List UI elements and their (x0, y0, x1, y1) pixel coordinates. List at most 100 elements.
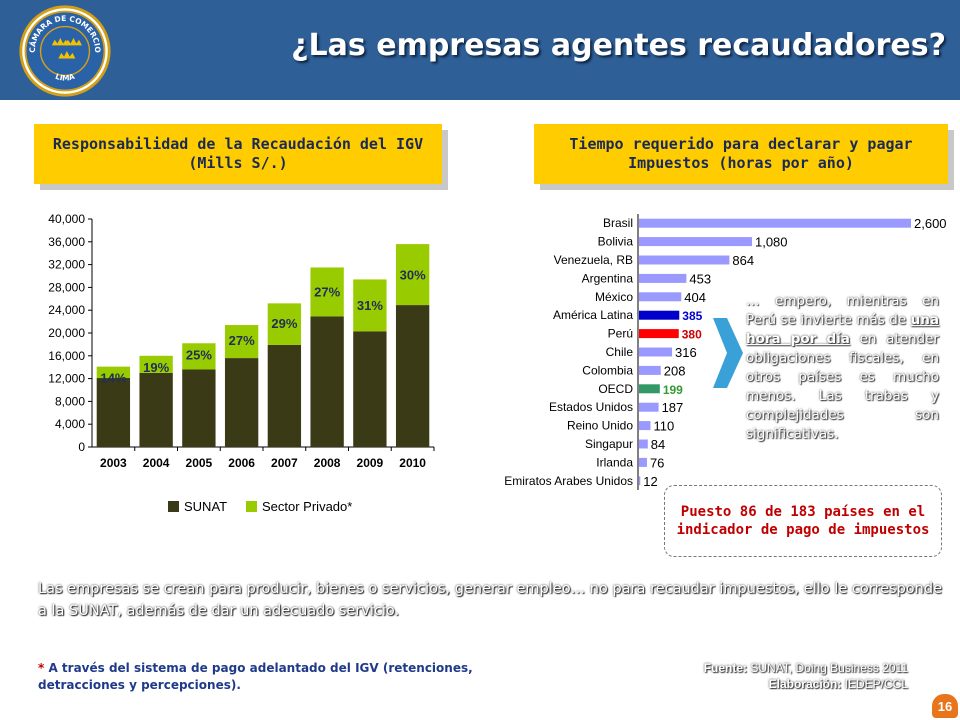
tax-hours-bar-chart: Brasil 2,600 Bolivia 1,080 Venezuela, RB 864 A… (504, 214, 947, 490)
bar-sunat-2004 (139, 372, 173, 447)
x-tick-label-2008: 2008 (314, 456, 341, 470)
bar-privado-2003 (96, 366, 131, 379)
category-label: Singapur (585, 437, 633, 451)
header-bar: CÁMARA DE COMERCIO LIMA ¿Las empresas ag… (0, 0, 960, 100)
value-label: 453 (689, 271, 711, 286)
value-label: 76 (650, 455, 664, 470)
y-tick-label: 36,000 (48, 235, 85, 249)
legend-swatch-privado (246, 501, 257, 512)
bar-6 (639, 329, 679, 339)
chamber-logo: CÁMARA DE COMERCIO LIMA (19, 5, 111, 97)
bar-3 (639, 273, 687, 283)
y-tick-label: 16,000 (48, 349, 85, 363)
bar-sunat-2009 (353, 331, 387, 447)
bar-2 (639, 255, 730, 265)
data-label-2010: 30% (400, 268, 426, 283)
legend-label-privado: Sector Privado* (262, 499, 352, 514)
bar-7 (639, 347, 673, 357)
bar-0 (639, 218, 911, 228)
footnote: * A través del sistema de pago adelantad… (38, 660, 508, 694)
data-label-2003: 14% (100, 371, 126, 386)
value-label: 385 (682, 309, 702, 323)
category-label: Estados Unidos (549, 400, 633, 414)
conclusion-text: Las empresas se crean para producir, bie… (38, 581, 942, 619)
value-label: 199 (663, 383, 683, 397)
data-label-2006: 27% (229, 333, 255, 348)
y-tick-label: 40,000 (48, 212, 85, 226)
elaboration-label: Elaboración: (768, 677, 842, 691)
bar-11 (639, 421, 651, 431)
right-section-title: Tiempo requerido para declarar y pagar I… (534, 124, 948, 184)
bar-privado-2008 (310, 267, 344, 317)
left-section-title: Responsabilidad de la Recaudación del IG… (34, 124, 442, 184)
x-tick-label-2006: 2006 (228, 456, 255, 470)
value-label: 110 (654, 419, 675, 434)
bar-1 (639, 237, 752, 247)
category-label: Chile (606, 345, 634, 359)
footnote-star: * (38, 661, 49, 675)
value-label: 380 (682, 328, 702, 342)
bar-12 (639, 439, 648, 449)
bar-13 (639, 457, 647, 467)
value-label: 208 (664, 363, 686, 378)
value-label: 1,080 (755, 235, 788, 250)
value-label: 404 (684, 290, 706, 305)
category-label: Irlanda (596, 455, 633, 469)
note-text-start: … empero, mientras en Perú se invierte m… (746, 293, 939, 328)
page-number-badge: 16 (932, 694, 958, 718)
y-tick-label: 28,000 (48, 280, 85, 294)
bar-5 (639, 310, 680, 320)
value-label: 187 (662, 400, 684, 415)
bar-privado-2007 (267, 303, 302, 345)
value-label: 316 (675, 345, 697, 360)
data-label-2004: 19% (143, 360, 169, 375)
insight-note: … empero, mientras en Perú se invierte m… (746, 292, 939, 444)
bar-privado-2005 (182, 343, 216, 370)
data-label-2009: 31% (357, 298, 383, 313)
bar-sunat-2007 (267, 344, 302, 447)
category-label: América Latina (553, 308, 633, 322)
value-label: 12 (643, 474, 657, 489)
bar-sunat-2005 (182, 369, 216, 447)
y-tick-label: 0 (78, 440, 85, 454)
igv-collection-bar-chart: 0 4,000 8,000 12,000 16,000 20,000 24,000 28,00… (48, 212, 435, 514)
footnote-text: A través del sistema de pago adelantado … (38, 661, 473, 692)
data-label-2007: 29% (271, 316, 297, 331)
legend-label-sunat: SUNAT (184, 499, 227, 514)
crown-icon (51, 37, 82, 59)
category-label: Argentina (582, 271, 634, 285)
category-label: Brasil (603, 216, 633, 230)
value-label: 2,600 (914, 216, 947, 231)
category-label: Emiratos Arabes Unidos (504, 474, 633, 488)
source-label: Fuente: (703, 661, 748, 675)
x-tick-label-2010: 2010 (399, 456, 426, 470)
category-label: Bolivia (598, 235, 634, 249)
bar-sunat-2010 (395, 305, 430, 447)
data-label-2005: 25% (186, 348, 212, 363)
bar-sunat-2006 (224, 358, 259, 447)
page-title: ¿Las empresas agentes recaudadores? (291, 28, 946, 63)
value-label: 864 (732, 253, 754, 268)
note-text-end: en atender obligaciones fiscales, en otr… (746, 331, 939, 442)
category-label: OECD (598, 382, 633, 396)
y-tick-label: 8,000 (55, 394, 85, 408)
category-label: Reino Unido (567, 419, 633, 433)
bar-9 (639, 384, 660, 394)
y-tick-label: 12,000 (48, 372, 85, 386)
value-label: 84 (651, 437, 665, 452)
bar-10 (639, 402, 659, 412)
bar-14 (639, 476, 641, 486)
x-tick-label-2009: 2009 (357, 456, 384, 470)
x-tick-label-2004: 2004 (143, 456, 170, 470)
source-credits: Fuente: SUNAT, Doing Business 2011 Elabo… (704, 660, 908, 692)
ranking-callout: Puesto 86 de 183 países en el indicador … (664, 485, 942, 557)
bar-privado-2009 (353, 279, 387, 332)
category-label: Venezuela, RB (554, 253, 633, 267)
y-tick-label: 4,000 (55, 417, 85, 431)
bar-privado-2006 (224, 325, 259, 359)
x-tick-label-2007: 2007 (271, 456, 298, 470)
x-tick-label-2003: 2003 (100, 456, 127, 470)
elaboration-value: IEDEP/CCL (841, 677, 908, 691)
bar-8 (639, 365, 661, 375)
y-tick-label: 32,000 (48, 258, 85, 272)
